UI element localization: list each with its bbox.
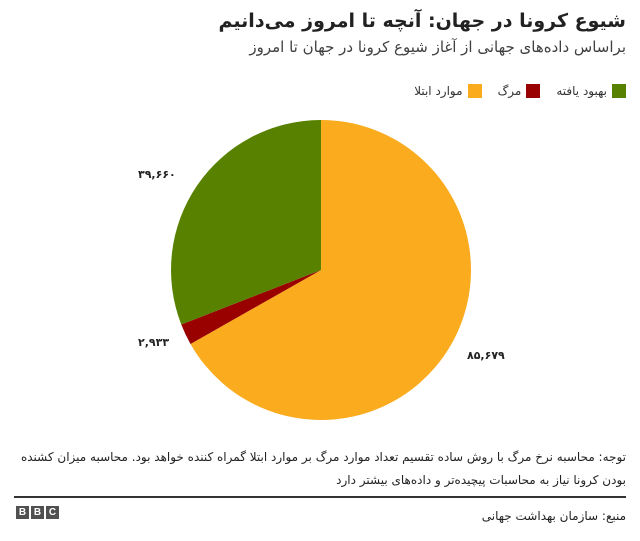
footer-divider: [14, 496, 626, 498]
legend-item-deaths: مرگ: [498, 84, 541, 98]
legend-item-recovered: بهبود یافته: [556, 84, 626, 98]
source-text: منبع: سازمان بهداشت جهانی: [481, 509, 626, 523]
footnote: توجه: محاسبه نرخ مرگ با روش ساده تقسیم ت…: [20, 450, 626, 487]
legend-item-confirmed: موارد ابتلا: [414, 84, 482, 98]
slice-confirmed: [190, 120, 471, 420]
legend-swatch-confirmed: [467, 84, 482, 98]
bbc-logo: B B C: [16, 506, 59, 519]
chart-subtitle: براساس داده‌های جهانی از آغاز شیوع کرونا…: [249, 38, 626, 56]
legend-swatch-deaths: [526, 84, 541, 98]
legend-label-deaths: مرگ: [497, 84, 522, 98]
chart-title: شیوع کرونا در جهان: آنچه تا امروز می‌دان…: [218, 10, 626, 32]
slice-deaths: [181, 270, 321, 344]
bbc-logo-c: C: [46, 506, 59, 519]
label-confirmed: ۸۵,۶۷۹: [467, 349, 505, 362]
legend-label-confirmed: موارد ابتلا: [414, 84, 463, 98]
legend: بهبود یافته مرگ موارد ابتلا: [414, 84, 626, 98]
pie-slices: [171, 120, 471, 420]
pie-chart: ۳۹,۶۶۰ ۲,۹۳۳ ۸۵,۶۷۹: [138, 120, 505, 420]
legend-swatch-recovered: [612, 84, 626, 98]
label-recovered: ۳۹,۶۶۰: [138, 168, 176, 181]
label-deaths: ۲,۹۳۳: [138, 336, 169, 349]
slice-recovered: [171, 120, 321, 325]
bbc-logo-b2: B: [31, 506, 44, 519]
legend-label-recovered: بهبود یافته: [556, 84, 607, 98]
bbc-logo-b1: B: [16, 506, 29, 519]
